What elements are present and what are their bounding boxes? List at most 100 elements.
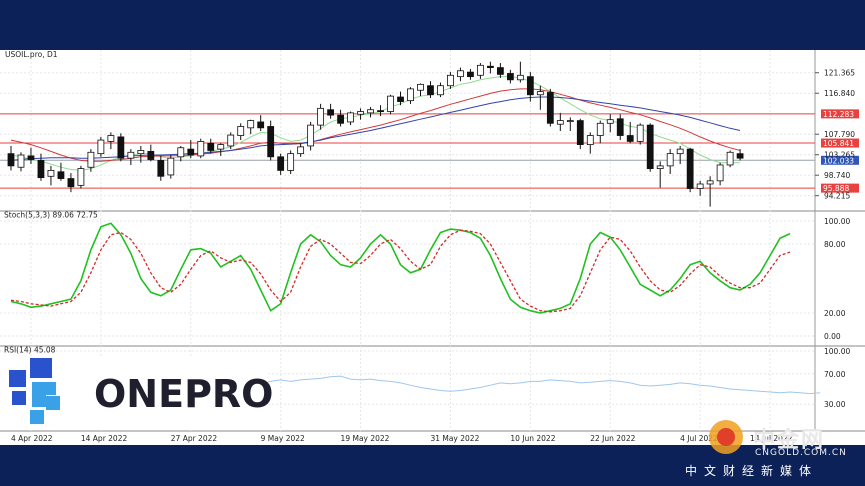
candle-body xyxy=(407,88,414,102)
level-tag xyxy=(821,183,859,193)
symbol-title: USOIL.pro, D1 xyxy=(5,50,58,59)
candle-body xyxy=(17,154,25,168)
price-tick-label: 107.790 xyxy=(824,130,855,139)
stoch-k-line xyxy=(10,222,791,314)
candle-body xyxy=(636,124,644,142)
candle-body xyxy=(247,120,255,129)
date-label: 10 Jun 2022 xyxy=(510,434,555,443)
stoch-tick-label: 0.00 xyxy=(824,332,841,341)
candle-body xyxy=(157,160,165,177)
candle-body xyxy=(257,121,265,129)
onepro-logo-mark xyxy=(9,358,60,424)
candle-body xyxy=(487,65,494,68)
rsi-tick-label: 30.00 xyxy=(824,400,846,409)
rsi-tick-label: 70.00 xyxy=(824,370,846,379)
chart-svg: 112.283 105.841 102.033 95.888 121.365 116.8… xyxy=(0,50,865,443)
level-label: 112.283 xyxy=(823,110,854,119)
candle-body xyxy=(666,153,674,167)
date-label: 27 Apr 2022 xyxy=(171,434,218,443)
candle-body xyxy=(477,64,484,76)
candle-body xyxy=(457,70,464,78)
candle-body xyxy=(337,114,344,124)
price-axis: 121.365 116.840 107.790 103.265 98.740 94.215 xyxy=(815,69,855,201)
candle-body xyxy=(726,151,734,166)
candle-body xyxy=(576,120,584,145)
candle-body xyxy=(467,71,474,78)
date-label: 22 Jun 2022 xyxy=(590,434,635,443)
candle-body xyxy=(207,142,215,151)
candle-body xyxy=(297,146,305,155)
date-label: 9 May 2022 xyxy=(261,434,305,443)
level-tag xyxy=(821,138,859,148)
candle-body xyxy=(566,120,574,122)
candle-body xyxy=(137,150,145,155)
candle-body xyxy=(87,151,95,168)
candle-body xyxy=(676,148,684,155)
candle-body xyxy=(656,165,664,169)
cngold-watermark: 中金网 CNGOLD.COM.CN 中文财经新媒体 xyxy=(685,420,857,482)
candle-body xyxy=(127,151,135,159)
candle-body xyxy=(526,76,534,96)
candle-body xyxy=(387,95,394,112)
candles xyxy=(7,61,744,207)
candle-body xyxy=(447,74,454,87)
logo-square-4 xyxy=(46,396,60,410)
candle-body xyxy=(696,183,704,189)
candle-body xyxy=(67,178,75,188)
candle-body xyxy=(556,120,564,125)
candle-body xyxy=(187,148,195,156)
candle-body xyxy=(177,147,185,158)
candle-body xyxy=(287,153,295,171)
watermark-sub: 中文财经新媒体 xyxy=(685,464,819,478)
candle-body xyxy=(57,171,65,179)
candle-body xyxy=(347,112,354,123)
stoch-tick-label: 20.00 xyxy=(824,309,846,318)
price-tick-label: 94.215 xyxy=(824,192,850,201)
price-tick-label: 121.365 xyxy=(824,69,855,78)
date-label: 31 May 2022 xyxy=(430,434,479,443)
candle-body xyxy=(706,180,714,185)
watermark-url: CNGOLD.COM.CN xyxy=(755,448,847,458)
candle-body xyxy=(397,96,404,102)
candle-body xyxy=(7,153,15,167)
candle-body xyxy=(546,92,554,124)
trading-chart[interactable]: 112.283 105.841 102.033 95.888 121.365 116.8… xyxy=(0,50,865,445)
logo-square-2 xyxy=(30,358,52,378)
candle-body xyxy=(606,119,614,124)
stoch-d-line xyxy=(10,229,791,313)
level-tag xyxy=(821,109,859,119)
candle-body xyxy=(646,124,654,169)
candle-body xyxy=(77,168,85,186)
candle-body xyxy=(47,170,55,177)
level-label: 102.033 xyxy=(823,156,854,165)
candle-body xyxy=(596,122,604,136)
candle-body xyxy=(437,85,444,96)
date-label: 19 May 2022 xyxy=(341,434,390,443)
stoch-title: Stoch(5,3,3) 89.06 72.75 xyxy=(4,211,98,220)
candle-body xyxy=(37,160,45,179)
candle-body xyxy=(686,148,694,189)
level-label: 95.888 xyxy=(823,184,849,193)
watermark-cn: 中金网 xyxy=(753,428,826,453)
stoch-tick-label: 80.00 xyxy=(824,240,846,249)
date-label: 4 Jul 2022 xyxy=(680,434,718,443)
candle-body xyxy=(277,156,285,171)
candle-body xyxy=(327,109,334,116)
candle-body xyxy=(267,126,275,158)
cngold-logo-inner xyxy=(717,428,735,446)
candle-body xyxy=(506,73,514,81)
date-label: 14 Jul 2022 xyxy=(750,434,793,443)
candle-body xyxy=(496,67,504,75)
logo-square-5 xyxy=(30,410,44,424)
candle-body xyxy=(736,153,744,159)
logo-text: ONEPRO xyxy=(94,372,273,416)
time-axis: 4 Apr 2022 14 Apr 2022 27 Apr 2022 9 May 20… xyxy=(11,434,793,443)
candle-body xyxy=(117,136,125,159)
level-tag xyxy=(821,155,859,165)
candle-body xyxy=(197,141,205,157)
price-tick-label: 98.740 xyxy=(824,171,850,180)
candle-body xyxy=(147,150,155,160)
price-tick-label: 116.840 xyxy=(824,89,855,98)
rsi-panel: 100.00 70.00 30.00 xyxy=(230,347,850,409)
